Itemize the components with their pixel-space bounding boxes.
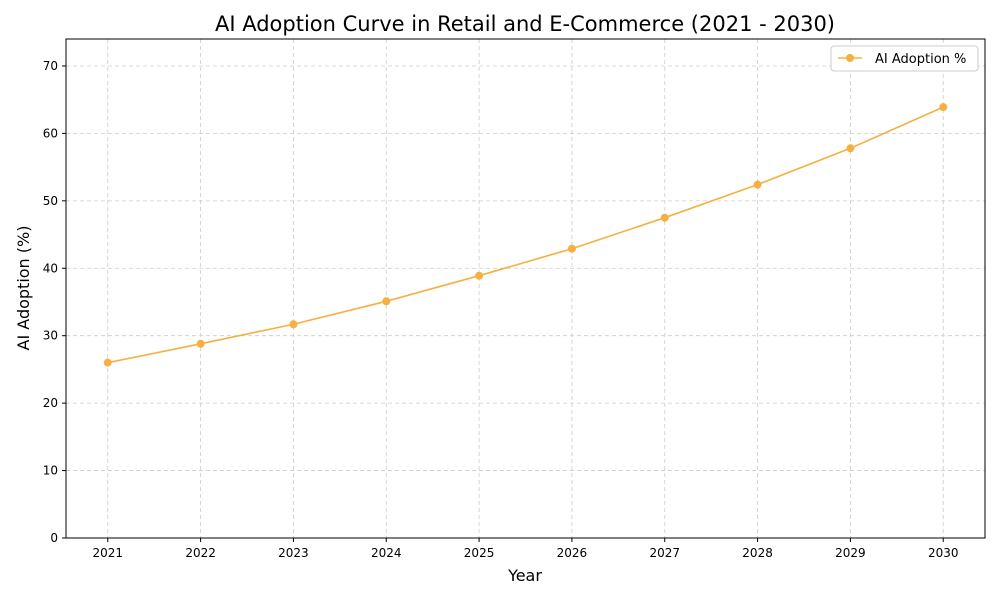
legend-marker	[846, 54, 854, 62]
y-tick-label: 60	[43, 126, 58, 140]
y-tick-label: 30	[43, 329, 58, 343]
legend-label: AI Adoption %	[875, 52, 966, 67]
data-point	[475, 271, 484, 280]
chart-title: AI Adoption Curve in Retail and E-Commer…	[215, 12, 835, 36]
x-ticks: 2021 2022 2023 2024 2025 2026 2027 2028 2029 2030	[92, 538, 959, 560]
data-point	[567, 244, 576, 253]
data-point	[289, 320, 298, 329]
y-axis-label: AI Adoption (%)	[14, 226, 33, 351]
data-point	[753, 180, 762, 189]
x-tick-label: 2029	[835, 546, 866, 560]
data-point	[939, 103, 948, 112]
y-tick-label: 20	[43, 396, 58, 410]
x-tick-label: 2027	[649, 546, 680, 560]
y-ticks: 0 10 20 30 40 50 60 70	[43, 59, 66, 545]
x-tick-label: 2028	[742, 546, 773, 560]
y-tick-label: 40	[43, 261, 58, 275]
y-tick-label: 70	[43, 59, 58, 73]
data-point	[196, 339, 205, 348]
grid	[66, 39, 985, 539]
x-tick-label: 2023	[278, 546, 309, 560]
x-tick-label: 2026	[557, 546, 588, 560]
legend: AI Adoption %	[830, 45, 979, 72]
y-tick-label: 50	[43, 194, 58, 208]
data-point	[382, 297, 391, 306]
legend-box	[830, 45, 979, 72]
plot-frame	[65, 38, 986, 539]
y-tick-label: 0	[50, 531, 58, 545]
series-layer	[103, 103, 948, 367]
data-point	[103, 358, 112, 367]
x-tick-label: 2021	[92, 546, 123, 560]
x-tick-label: 2022	[185, 546, 216, 560]
x-tick-label: 2030	[928, 546, 959, 560]
data-point	[660, 213, 669, 222]
x-axis-label: Year	[507, 566, 542, 585]
x-tick-label: 2024	[371, 546, 402, 560]
y-tick-label: 10	[43, 464, 58, 478]
x-tick-label: 2025	[464, 546, 495, 560]
data-point	[846, 144, 855, 153]
series-line	[107, 106, 944, 364]
